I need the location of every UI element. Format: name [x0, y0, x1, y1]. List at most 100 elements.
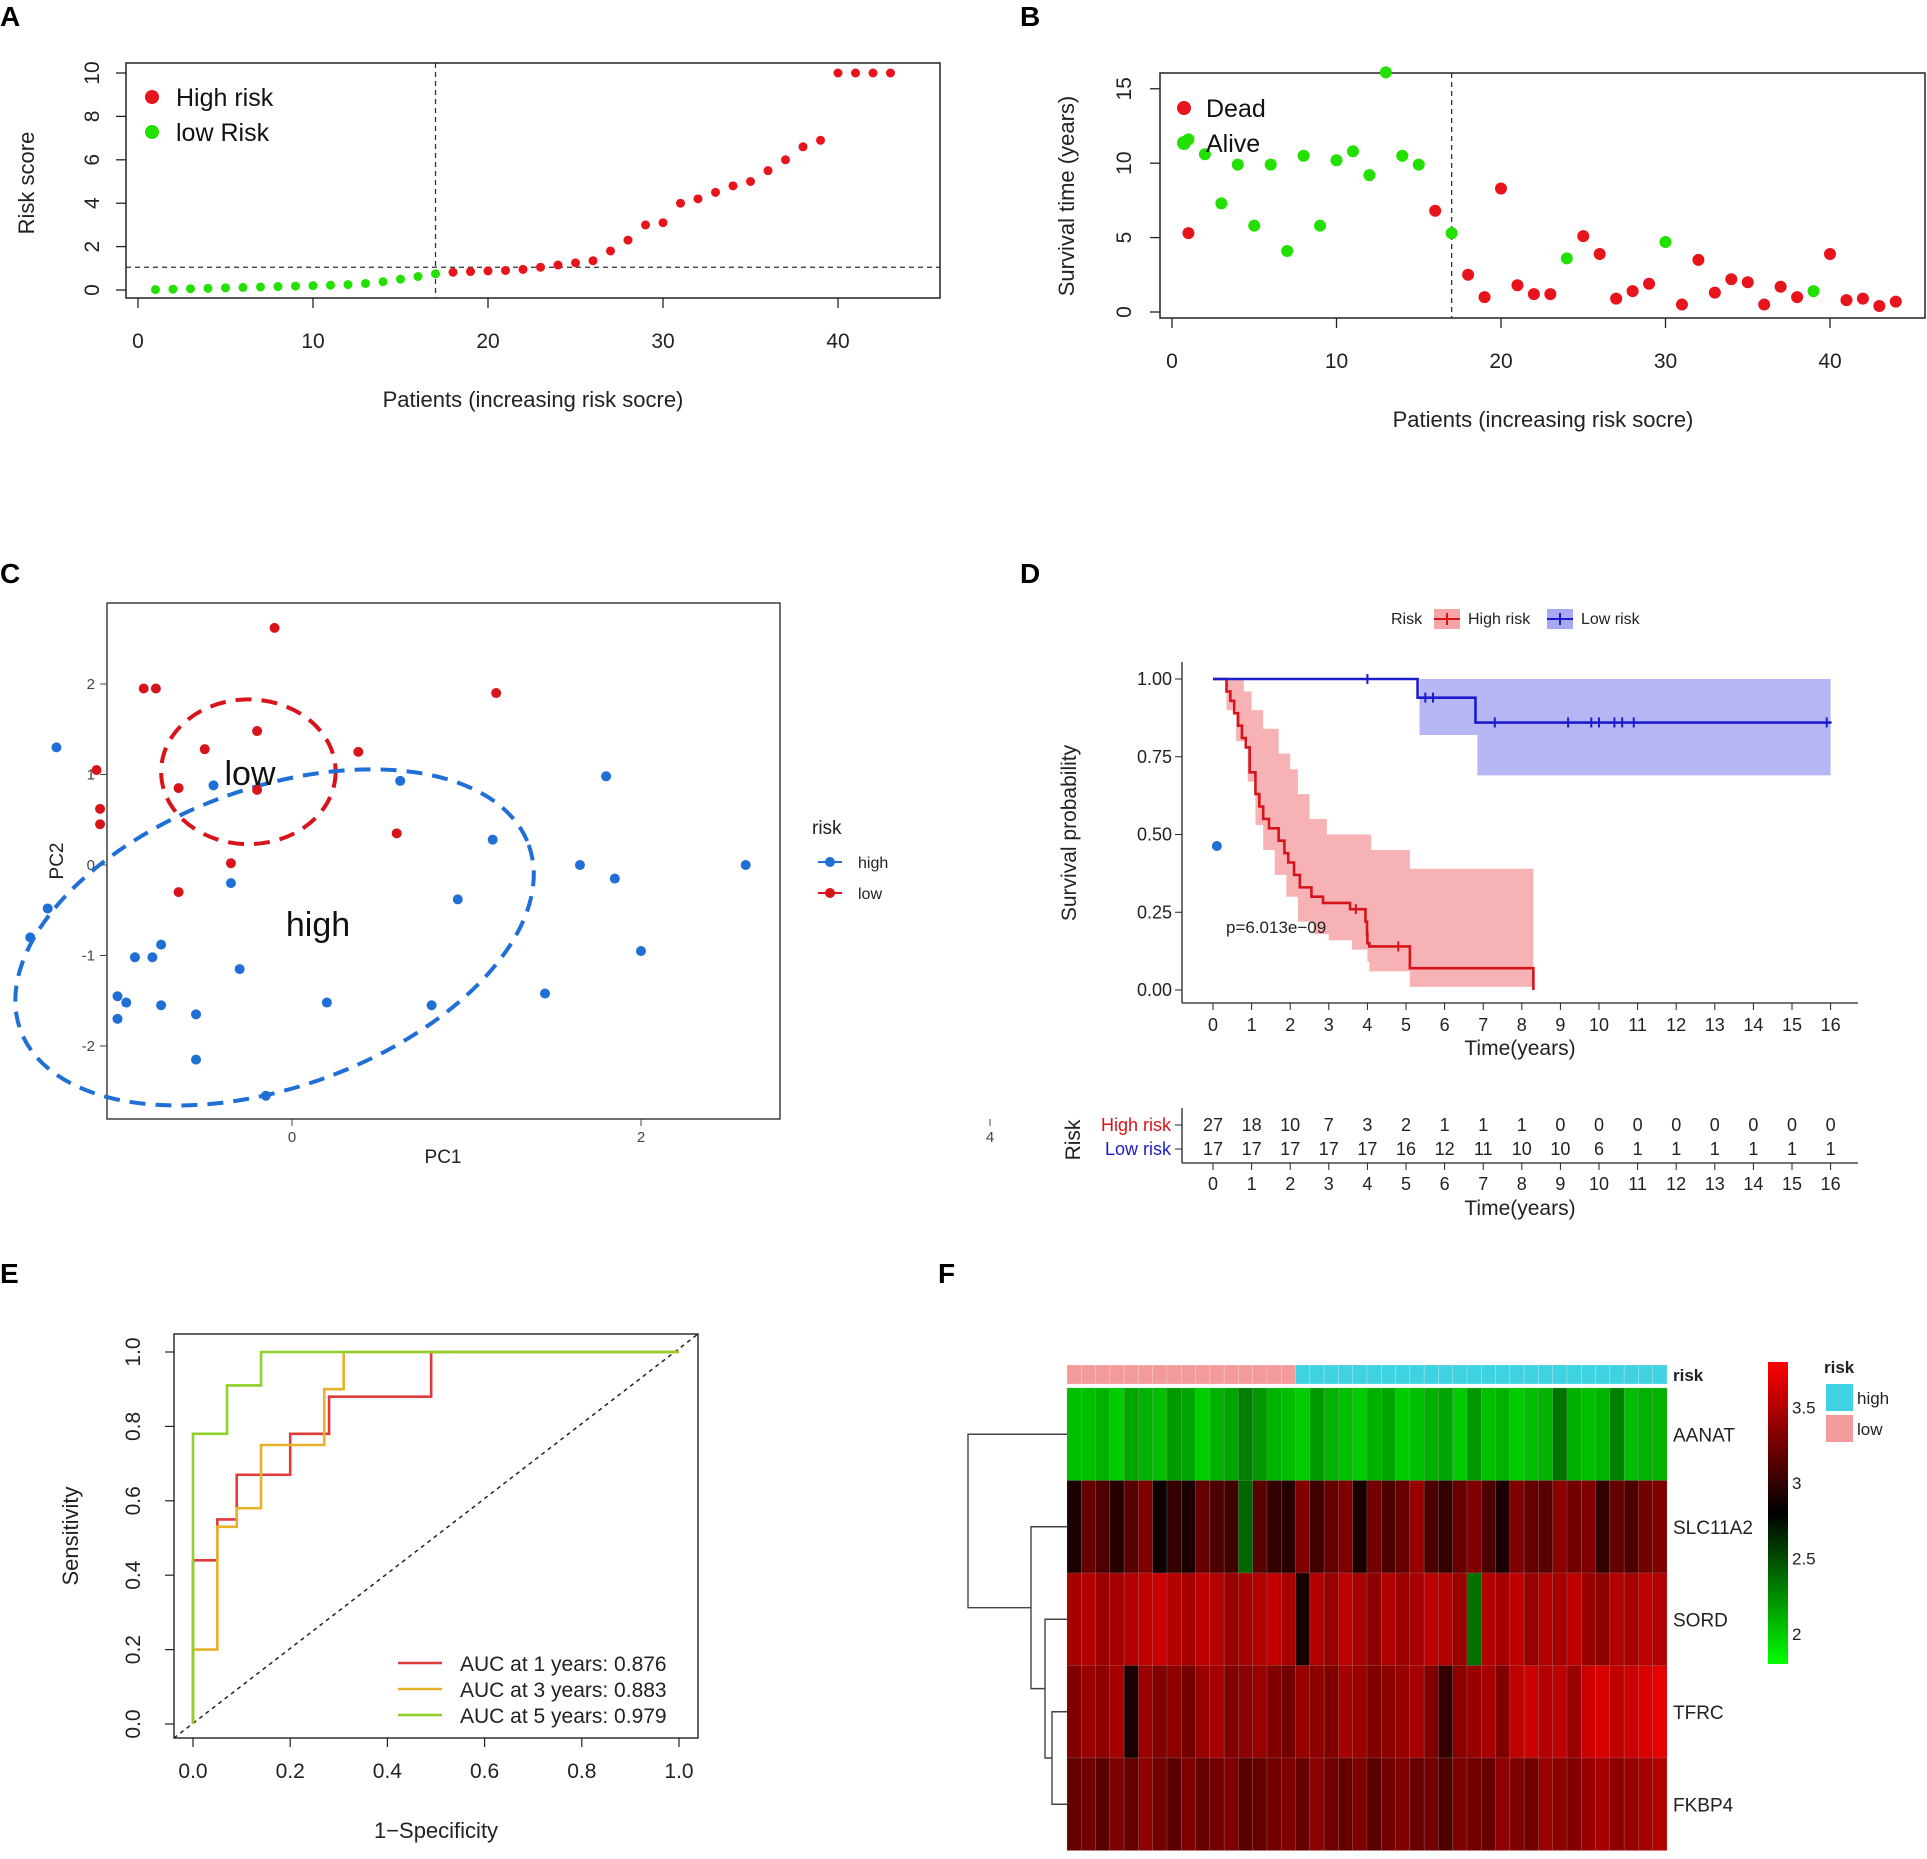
alive-patient-point	[1330, 154, 1343, 167]
heatmap-cell	[1366, 1572, 1382, 1666]
x-tick-label: 30	[651, 330, 674, 353]
heatmap-cell	[1266, 1665, 1282, 1759]
low-group-point	[391, 828, 402, 839]
x-tick-label: 10	[1589, 1015, 1609, 1035]
x-tick-label: 0.8	[567, 1760, 596, 1783]
heatmap-cell	[1552, 1480, 1568, 1574]
high-group-point	[260, 1090, 271, 1101]
low-group-point	[173, 783, 184, 794]
annotation-cell-high	[1580, 1364, 1596, 1385]
heatmap-cell	[1552, 1387, 1568, 1481]
heatmap-cell	[1123, 1665, 1139, 1759]
legend-swatch-high	[1826, 1384, 1853, 1411]
high-risk-point	[711, 187, 720, 197]
legend-high-marker	[825, 857, 835, 867]
heatmap-cell	[1080, 1665, 1096, 1759]
legend-low-risk-line	[1547, 613, 1573, 625]
risk-table-count: 10	[1512, 1139, 1532, 1159]
heatmap-cell	[1452, 1572, 1468, 1666]
heatmap-cell	[1338, 1387, 1354, 1481]
risk-table-count: 6	[1594, 1139, 1604, 1159]
dead-patient-point	[1478, 291, 1491, 304]
annotation-cell-low	[1252, 1364, 1268, 1385]
heatmap-cell	[1438, 1757, 1454, 1851]
x-tick-label: 20	[1489, 350, 1512, 373]
dead-patient-point	[1544, 288, 1557, 301]
colorbar	[1768, 1362, 1788, 1664]
low-risk-point	[361, 278, 370, 288]
annotation-cell-high	[1423, 1364, 1439, 1385]
heatmap-cell	[1609, 1387, 1625, 1481]
alive-patient-point	[1379, 66, 1392, 79]
panel-f-heatmap: risk AANAT SLC11A2 SORD TFRC FKBP4 3.5 3 2.5 2 ris…	[967, 1358, 1889, 1851]
high-group-point	[129, 952, 140, 963]
heatmap-cell	[1152, 1387, 1168, 1481]
heatmap-cell	[1309, 1387, 1325, 1481]
annotation-cell-high	[1638, 1364, 1654, 1385]
high-group-point	[225, 878, 236, 889]
censor-mark	[1428, 692, 1439, 703]
heatmap-cell	[1195, 1572, 1211, 1666]
heatmap-cell	[1395, 1665, 1411, 1759]
panel-label-d: D	[1020, 558, 1040, 589]
alive-patient-point	[1314, 219, 1327, 232]
heatmap-cell	[1580, 1572, 1596, 1666]
high-group-point	[191, 1054, 202, 1065]
colorbar-tick-label: 2	[1792, 1625, 1801, 1644]
annotation-cell-high	[1380, 1364, 1396, 1385]
heatmap-cell	[1366, 1480, 1382, 1574]
heatmap-cell	[1295, 1572, 1311, 1666]
risk-table-count: 18	[1242, 1115, 1262, 1135]
reference-diagonal-line	[173, 1333, 699, 1739]
panel-label-b: B	[1020, 1, 1040, 32]
risk-table-count: 10	[1280, 1115, 1300, 1135]
y-tick-label: 0.00	[1137, 980, 1172, 1000]
annotation-label: risk	[1673, 1366, 1704, 1385]
high-risk-point	[501, 265, 510, 275]
annotation-cell-high	[1452, 1364, 1468, 1385]
high-group-point	[25, 932, 36, 943]
legend-low-risk-label: Low risk	[1581, 611, 1641, 628]
dead-patient-point	[1610, 292, 1623, 305]
plot-frame	[173, 1333, 699, 1739]
risk-table-count: 1	[1748, 1139, 1758, 1159]
legend-title: risk	[812, 818, 842, 839]
y-tick-label: 0.0	[122, 1709, 145, 1738]
risk-table-x-tick-label: 7	[1478, 1174, 1488, 1194]
risk-table-x-tick-label: 0	[1208, 1174, 1218, 1194]
heatmap-cell	[1580, 1757, 1596, 1851]
risk-table-count: 0	[1826, 1115, 1836, 1135]
heatmap-cell	[1138, 1387, 1154, 1481]
heatmap-cell	[1495, 1757, 1511, 1851]
annotation-cell-high	[1495, 1364, 1511, 1385]
heatmap-cell	[1123, 1480, 1139, 1574]
low-group-point	[491, 688, 502, 699]
heatmap-cell	[1366, 1757, 1382, 1851]
heatmap-cell	[1280, 1572, 1296, 1666]
heatmap-cell	[1523, 1757, 1539, 1851]
alive-patient-point	[1248, 219, 1261, 232]
heatmap-cell	[1466, 1757, 1482, 1851]
heatmap-cell	[1438, 1387, 1454, 1481]
dendrogram-branch	[967, 1433, 1067, 1609]
dead-patient-point	[1708, 286, 1721, 299]
heatmap-cell	[1323, 1665, 1339, 1759]
risk-table-count: 17	[1280, 1139, 1300, 1159]
y-tick-label: 6	[81, 154, 104, 166]
annotation-cell-high	[1523, 1364, 1539, 1385]
x-tick-label: 40	[1818, 350, 1841, 373]
heatmap-cell	[1480, 1757, 1496, 1851]
p-value-label: p=6.013e−09	[1226, 918, 1326, 937]
dead-patient-point	[1527, 288, 1540, 301]
risk-table-count: 3	[1362, 1115, 1372, 1135]
heatmap-cell	[1495, 1480, 1511, 1574]
heatmap-cell	[1266, 1387, 1282, 1481]
heatmap-cell	[1138, 1757, 1154, 1851]
high-risk-confidence-band	[1213, 679, 1534, 987]
heatmap-cell	[1609, 1572, 1625, 1666]
high-group-point	[452, 894, 463, 905]
heatmap-cell	[1095, 1757, 1111, 1851]
risk-table-x-tick-label: 13	[1705, 1174, 1725, 1194]
heatmap-cell	[1538, 1480, 1554, 1574]
y-axis-title: Survival time (years)	[1054, 96, 1079, 296]
